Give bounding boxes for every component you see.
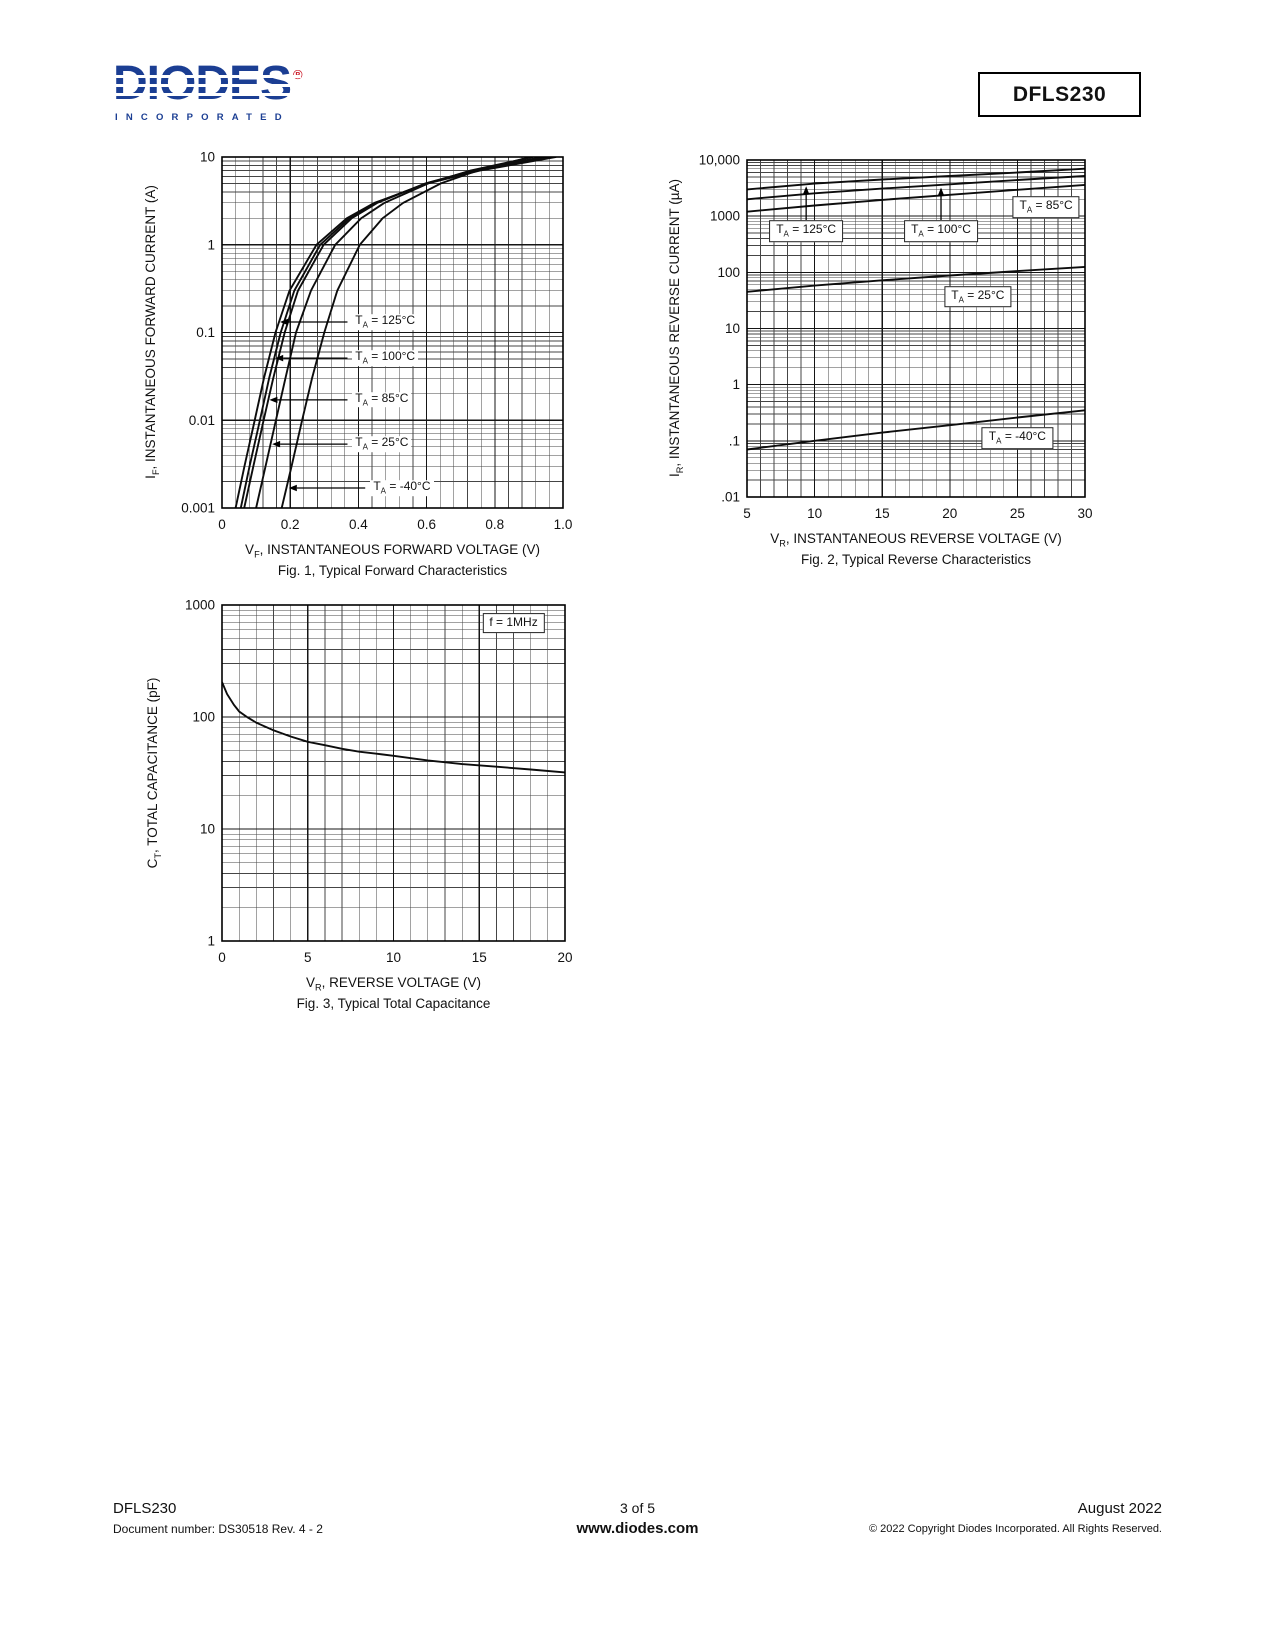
svg-text:1.0: 1.0 bbox=[554, 517, 573, 532]
fig1-annotation-1: TA = 100°C bbox=[352, 349, 419, 366]
svg-text:15: 15 bbox=[875, 506, 890, 521]
footer-website-link[interactable]: www.diodes.com bbox=[576, 1520, 699, 1537]
fig1-annotation-0: TA = 125°C bbox=[352, 313, 419, 330]
svg-text:1000: 1000 bbox=[710, 209, 740, 224]
curve-ta--40-c bbox=[747, 409, 1085, 451]
fig1-annotation-3: TA = 25°C bbox=[352, 435, 412, 452]
logo-brand: DIODES bbox=[113, 57, 292, 110]
logo-brand-text: DIODES ® bbox=[113, 60, 303, 108]
svg-text:0.1: 0.1 bbox=[196, 325, 215, 340]
registered-trademark-icon: ® bbox=[293, 67, 303, 82]
fig3-caption: Fig. 3, Typical Total Capacitance bbox=[296, 996, 491, 1011]
curve-ta-125-c bbox=[747, 167, 1085, 191]
svg-text:0.4: 0.4 bbox=[349, 517, 368, 532]
svg-text:15: 15 bbox=[472, 950, 487, 965]
fig1-plot-svg: 0 0.2 0.4 0.6 0.8 1.0 0.001 0.01 0.1 1 10 bbox=[181, 150, 573, 533]
fig3-x-axis-label: VR, REVERSE VOLTAGE (V) bbox=[306, 975, 481, 993]
curve-ta-100-c bbox=[747, 175, 1085, 201]
fig2-x-axis-label: VR, INSTANTANEOUS REVERSE VOLTAGE (V) bbox=[770, 531, 1062, 549]
svg-text:0: 0 bbox=[218, 517, 226, 532]
svg-text:.1: .1 bbox=[729, 433, 740, 448]
fig2-annotation-4: TA = -40°C bbox=[981, 427, 1053, 449]
fig3-annotation-0: f = 1MHz bbox=[482, 613, 545, 634]
curve-ta-25-c bbox=[255, 157, 534, 508]
svg-text:10: 10 bbox=[807, 506, 822, 521]
svg-text:10,000: 10,000 bbox=[699, 153, 740, 168]
footer-center: 3 of 5 www.diodes.com bbox=[0, 1500, 1275, 1537]
svg-text:100: 100 bbox=[192, 710, 215, 725]
svg-text:1000: 1000 bbox=[185, 598, 215, 613]
fig3-plot-svg: 0 5 10 15 20 1000 100 10 1 bbox=[185, 598, 573, 966]
svg-text:0.2: 0.2 bbox=[281, 517, 300, 532]
fig2-plot-svg: 5 10 15 20 25 30 10,000 1000 100 10 1 .1 .01 bbox=[699, 153, 1093, 522]
curve-ta-25-c bbox=[747, 265, 1085, 293]
diodes-logo: DIODES ® INCORPORATED bbox=[113, 60, 303, 123]
footer-page-indicator: 3 of 5 bbox=[619, 1500, 656, 1516]
footer-date: August 2022 bbox=[1077, 1500, 1162, 1517]
fig2-annotation-1: TA = 100°C bbox=[904, 220, 978, 242]
svg-text:1: 1 bbox=[732, 377, 740, 392]
part-number-box: DFLS230 bbox=[978, 72, 1141, 117]
svg-text:5: 5 bbox=[743, 506, 751, 521]
svg-text:0.001: 0.001 bbox=[181, 501, 215, 516]
svg-text:25: 25 bbox=[1010, 506, 1025, 521]
fig1-plot-area: 0 0.2 0.4 0.6 0.8 1.0 0.001 0.01 0.1 1 10 bbox=[110, 140, 579, 541]
svg-text:20: 20 bbox=[942, 506, 957, 521]
curve-ct bbox=[222, 681, 565, 774]
curve-ta-85-c bbox=[747, 183, 1085, 213]
svg-text:30: 30 bbox=[1077, 506, 1092, 521]
footer-copyright: © 2022 Copyright Diodes Incorporated. Al… bbox=[868, 1523, 1162, 1535]
part-number: DFLS230 bbox=[1012, 82, 1107, 106]
svg-text:0.6: 0.6 bbox=[417, 517, 436, 532]
fig2-annotation-3: TA = 25°C bbox=[944, 286, 1012, 308]
svg-text:0.8: 0.8 bbox=[485, 517, 504, 532]
svg-text:5: 5 bbox=[304, 950, 312, 965]
svg-text:10: 10 bbox=[386, 950, 401, 965]
svg-text:100: 100 bbox=[717, 265, 740, 280]
fig1-annotation-2: TA = 85°C bbox=[352, 391, 412, 408]
fig1-x-axis-label: VF, INSTANTANEOUS FORWARD VOLTAGE (V) bbox=[245, 542, 540, 560]
footer-document-number: Document number: DS30518 Rev. 4 - 2 bbox=[113, 1522, 323, 1536]
fig3-plot-area: 0 5 10 15 20 1000 100 10 1 bbox=[110, 588, 581, 974]
svg-text:.01: .01 bbox=[721, 490, 740, 505]
fig2-plot-area: 5 10 15 20 25 30 10,000 1000 100 10 1 .1 .01 bbox=[660, 140, 1101, 530]
fig2-caption: Fig. 2, Typical Reverse Characteristics bbox=[800, 552, 1032, 567]
fig1-annotation-4: TA = -40°C bbox=[370, 479, 434, 496]
svg-text:1: 1 bbox=[207, 934, 215, 949]
fig1-y-axis-label: IF, INSTANTANEOUS FORWARD CURRENT (A) bbox=[143, 185, 161, 479]
logo-incorporated-text: INCORPORATED bbox=[115, 112, 290, 123]
fig3-total-capacitance-chart: CT, TOTAL CAPACITANCE (pF) 0 5 10 15 20 1000 1… bbox=[110, 588, 670, 1040]
fig3-y-axis-label: CT, TOTAL CAPACITANCE (pF) bbox=[145, 677, 163, 869]
fig2-annotation-2: TA = 85°C bbox=[1012, 196, 1080, 218]
svg-text:20: 20 bbox=[557, 950, 572, 965]
svg-text:0.01: 0.01 bbox=[189, 413, 215, 428]
fig2-annotation-0: TA = 125°C bbox=[769, 220, 844, 242]
fig2-reverse-characteristics-chart: IR, INSTANTANEOUS REVERSE CURRENT (µA) 5… bbox=[660, 140, 1220, 592]
svg-text:10: 10 bbox=[200, 822, 215, 837]
footer-right: August 2022 © 2022 Copyright Diodes Inco… bbox=[869, 1500, 1162, 1535]
fig2-y-axis-label: IR, INSTANTANEOUS REVERSE CURRENT (µA) bbox=[667, 179, 685, 477]
svg-text:1: 1 bbox=[207, 237, 215, 252]
fig1-caption: Fig. 1, Typical Forward Characteristics bbox=[277, 563, 508, 578]
svg-text:0: 0 bbox=[218, 950, 226, 965]
svg-text:10: 10 bbox=[200, 150, 215, 165]
curve-ta--40-c bbox=[280, 157, 531, 508]
footer-part-number: DFLS230 bbox=[113, 1500, 177, 1517]
svg-text:10: 10 bbox=[725, 321, 740, 336]
footer-left: DFLS230 Document number: DS30518 Rev. 4 … bbox=[113, 1500, 323, 1536]
